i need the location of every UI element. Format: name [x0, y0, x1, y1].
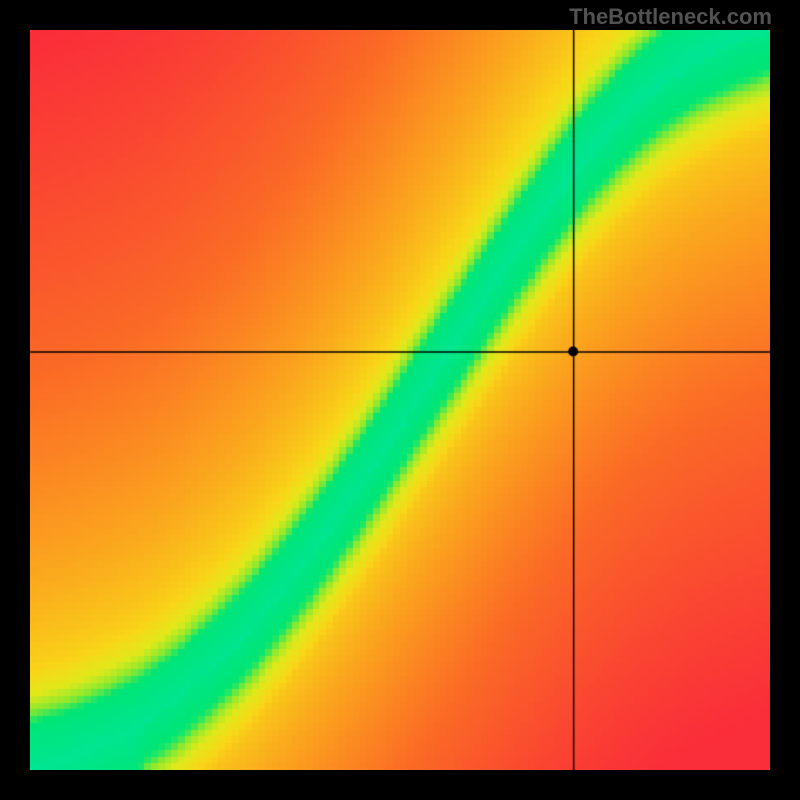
watermark-text: TheBottleneck.com [569, 4, 772, 30]
heatmap-canvas [30, 30, 770, 770]
bottleneck-heatmap [30, 30, 770, 770]
